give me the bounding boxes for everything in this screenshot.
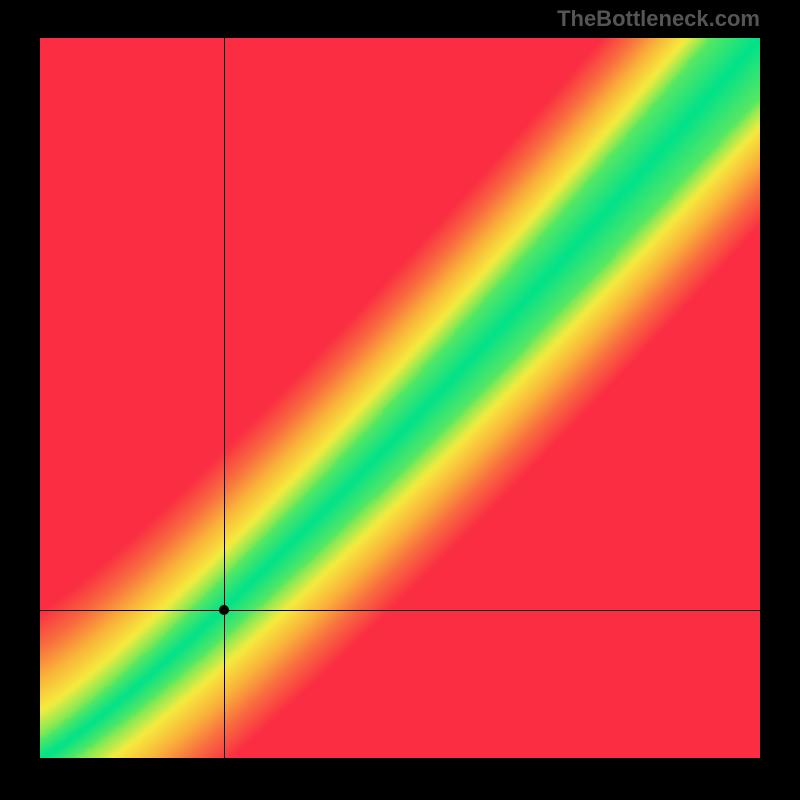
crosshair-horizontal	[40, 610, 760, 611]
watermark-text: TheBottleneck.com	[557, 6, 760, 32]
crosshair-vertical	[224, 38, 225, 758]
bottleneck-heatmap	[40, 38, 760, 758]
heatmap-canvas	[40, 38, 760, 758]
crosshair-marker	[219, 605, 229, 615]
